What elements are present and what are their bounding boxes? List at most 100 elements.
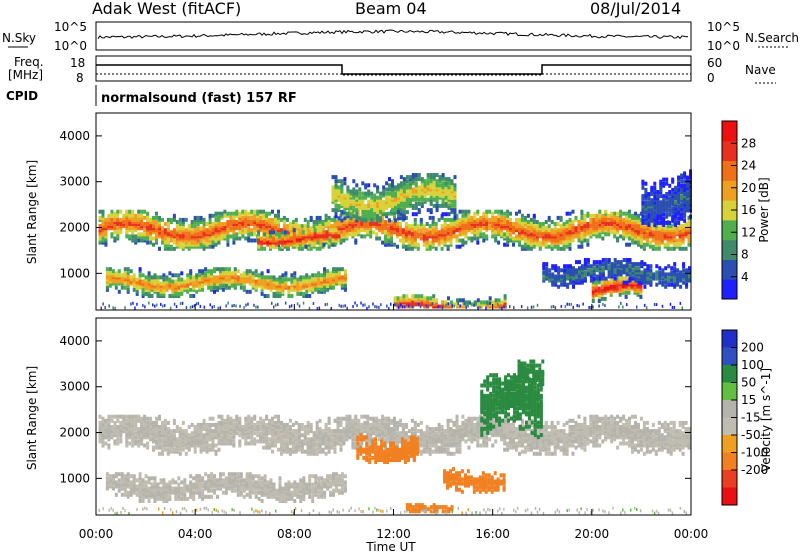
heatmap-cell bbox=[473, 303, 475, 307]
heatmap-cell bbox=[429, 300, 433, 305]
heatmap-cell bbox=[271, 217, 274, 222]
heatmap-cell bbox=[647, 218, 651, 223]
heatmap-cell bbox=[223, 441, 227, 446]
heatmap-cell bbox=[120, 285, 124, 290]
heatmap-cell bbox=[331, 197, 335, 202]
heatmap-cell bbox=[116, 236, 120, 241]
heatmap-cell bbox=[662, 183, 666, 188]
heatmap-cell bbox=[419, 236, 423, 241]
heatmap-cell bbox=[397, 183, 400, 188]
heatmap-cell bbox=[214, 242, 218, 247]
heatmap-cell bbox=[204, 271, 208, 276]
heatmap-cell bbox=[686, 183, 689, 188]
heatmap-cell bbox=[116, 226, 120, 231]
heatmap-cell bbox=[320, 273, 324, 278]
heatmap-cell bbox=[262, 213, 266, 218]
heatmap-cell bbox=[578, 268, 581, 273]
heatmap-cell bbox=[404, 226, 408, 231]
heatmap-cell bbox=[137, 213, 141, 218]
heatmap-cell bbox=[189, 305, 192, 309]
heatmap-cell bbox=[556, 244, 560, 249]
heatmap-cell bbox=[388, 201, 391, 206]
heatmap-cell bbox=[301, 230, 305, 235]
heatmap-cell bbox=[551, 280, 555, 285]
heatmap-cell bbox=[116, 418, 120, 423]
heatmap-cell bbox=[645, 236, 649, 241]
heatmap-cell bbox=[497, 240, 501, 245]
heatmap-cell bbox=[239, 275, 243, 280]
heatmap-cell bbox=[357, 230, 361, 235]
heatmap-cell bbox=[659, 179, 663, 184]
heatmap-cell bbox=[155, 240, 158, 245]
heatmap-cell bbox=[205, 425, 209, 429]
heatmap-cell bbox=[656, 200, 660, 205]
heatmap-cell bbox=[143, 232, 147, 237]
heatmap-cell bbox=[331, 185, 335, 190]
heatmap-cell bbox=[639, 294, 643, 299]
heatmap-cell bbox=[408, 300, 412, 305]
heatmap-cell bbox=[304, 244, 308, 249]
heatmap-cell bbox=[565, 234, 569, 239]
heatmap-cell bbox=[657, 234, 661, 239]
heatmap-cell bbox=[189, 287, 193, 292]
heatmap-cell bbox=[488, 304, 492, 309]
heatmap-cell bbox=[110, 224, 114, 229]
heatmap-cell bbox=[211, 213, 215, 218]
heatmap-cell bbox=[399, 300, 403, 305]
heatmap-cell bbox=[120, 273, 124, 278]
heatmap-cell bbox=[562, 234, 566, 239]
heatmap-cell bbox=[166, 451, 170, 456]
heatmap-cell bbox=[397, 191, 400, 196]
heatmap-cell bbox=[174, 283, 178, 288]
heatmap-cell bbox=[644, 206, 648, 211]
heatmap-cell bbox=[282, 234, 286, 239]
heatmap-cell bbox=[324, 220, 328, 224]
heatmap-cell bbox=[639, 290, 643, 295]
heatmap-cell bbox=[299, 281, 303, 286]
heatmap-cell bbox=[541, 234, 545, 239]
heatmap-cell bbox=[547, 230, 551, 235]
heatmap-cell bbox=[110, 222, 114, 226]
heatmap-cell bbox=[217, 306, 219, 310]
heatmap-cell bbox=[175, 230, 179, 235]
heatmap-cell bbox=[642, 228, 646, 233]
power-colorbar-tick-label: 4 bbox=[741, 270, 749, 284]
heatmap-cell bbox=[597, 299, 601, 303]
heatmap-cell bbox=[311, 277, 315, 282]
heatmap-cell bbox=[476, 240, 480, 245]
heatmap-cell bbox=[553, 226, 557, 231]
heatmap-cell bbox=[447, 296, 450, 301]
heatmap-cell bbox=[266, 283, 270, 288]
heatmap-cell bbox=[129, 275, 133, 280]
heatmap-cell bbox=[370, 208, 374, 213]
heatmap-cell bbox=[265, 222, 269, 226]
heatmap-cell bbox=[298, 234, 302, 239]
heatmap-cell bbox=[181, 429, 185, 434]
heatmap-cell bbox=[274, 213, 277, 218]
heatmap-cell bbox=[107, 215, 111, 220]
heatmap-cell bbox=[235, 226, 239, 231]
heatmap-cell bbox=[205, 236, 209, 241]
heatmap-cell bbox=[408, 189, 412, 194]
heatmap-cell bbox=[244, 209, 248, 214]
heatmap-cell bbox=[339, 224, 343, 229]
heatmap-cell bbox=[653, 214, 657, 219]
heatmap-cell bbox=[229, 425, 233, 429]
heatmap-cell bbox=[621, 276, 625, 281]
heatmap-cell bbox=[291, 220, 295, 224]
heatmap-cell bbox=[666, 246, 670, 251]
heatmap-cell bbox=[181, 217, 185, 222]
heatmap-cell bbox=[196, 215, 200, 220]
heatmap-cell bbox=[520, 246, 524, 251]
heatmap-cell bbox=[331, 191, 335, 196]
heatmap-cell bbox=[551, 272, 555, 277]
heatmap-cell bbox=[500, 234, 504, 239]
heatmap-cell bbox=[132, 281, 136, 286]
heatmap-cell bbox=[125, 443, 129, 448]
heatmap-cell bbox=[236, 269, 240, 274]
heatmap-cell bbox=[453, 185, 457, 190]
heatmap-cell bbox=[119, 230, 123, 235]
heatmap-cell bbox=[681, 306, 684, 310]
heatmap-cell bbox=[183, 281, 187, 286]
heatmap-cell bbox=[101, 215, 105, 220]
